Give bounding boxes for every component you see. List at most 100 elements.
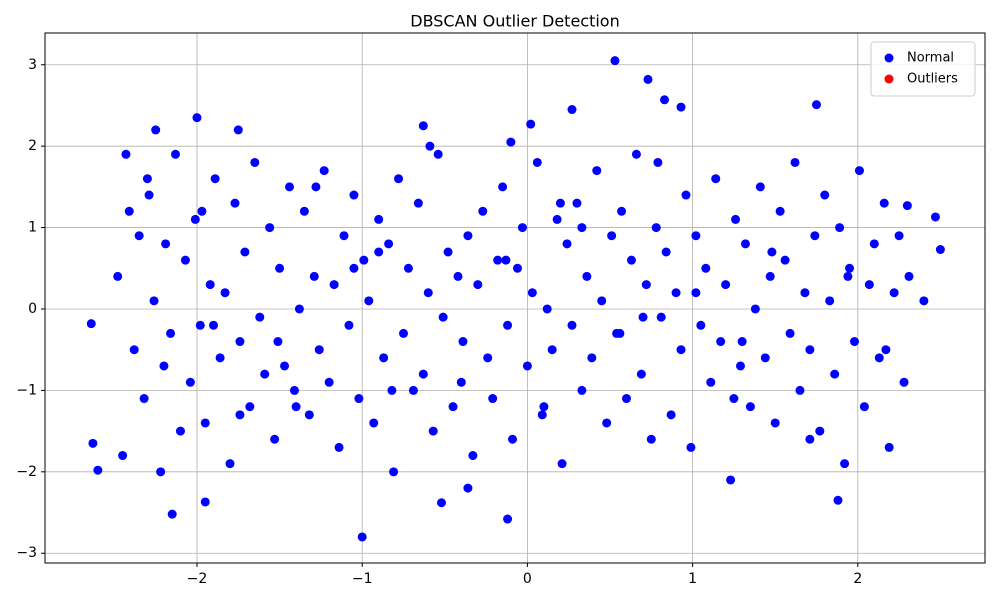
point	[547, 345, 557, 355]
point	[765, 271, 775, 281]
point	[810, 231, 820, 241]
point	[493, 255, 503, 265]
point	[210, 174, 220, 184]
point	[902, 201, 912, 211]
point	[527, 288, 537, 298]
point	[220, 288, 230, 298]
point	[260, 369, 270, 379]
point	[567, 320, 577, 330]
point	[512, 263, 522, 273]
point	[661, 247, 671, 257]
y-tick-label: 3	[28, 57, 37, 73]
point	[904, 271, 914, 281]
point	[311, 182, 321, 192]
point	[587, 353, 597, 363]
legend-label: Outliers	[907, 72, 958, 87]
point	[501, 255, 511, 265]
point	[423, 288, 433, 298]
legend-marker	[884, 74, 894, 84]
point	[180, 255, 190, 265]
point	[676, 102, 686, 112]
point	[567, 105, 577, 115]
point	[864, 280, 874, 290]
point	[334, 442, 344, 452]
point	[478, 206, 488, 216]
point	[413, 198, 423, 208]
point	[537, 410, 547, 420]
point	[354, 394, 364, 404]
point	[767, 247, 777, 257]
point	[881, 345, 891, 355]
point	[869, 239, 879, 249]
point	[835, 223, 845, 233]
legend-label: Normal	[907, 51, 954, 66]
point	[374, 214, 384, 224]
point	[225, 459, 235, 469]
point	[215, 353, 225, 363]
point	[314, 345, 324, 355]
point	[552, 214, 562, 224]
point	[394, 174, 404, 184]
point	[815, 426, 825, 436]
point	[775, 206, 785, 216]
x-tick-label: 0	[523, 571, 532, 587]
point	[280, 361, 290, 371]
point	[681, 190, 691, 200]
point	[294, 304, 304, 314]
x-tick-label: 1	[688, 571, 697, 587]
point	[790, 157, 800, 167]
point	[691, 288, 701, 298]
point	[833, 495, 843, 505]
y-tick-label: 2	[28, 138, 37, 154]
point	[498, 182, 508, 192]
point	[577, 223, 587, 233]
point	[190, 214, 200, 224]
point	[171, 149, 181, 159]
point	[129, 345, 139, 355]
point	[701, 263, 711, 273]
point	[696, 320, 706, 330]
point	[660, 95, 670, 105]
point	[425, 141, 435, 151]
plot-frame	[44, 32, 986, 564]
point	[364, 296, 374, 306]
point	[517, 223, 527, 233]
point	[398, 328, 408, 338]
point	[686, 442, 696, 452]
point	[339, 231, 349, 241]
point	[899, 377, 909, 387]
point	[448, 402, 458, 412]
point	[387, 385, 397, 395]
point	[626, 255, 636, 265]
point	[456, 377, 466, 387]
point	[557, 459, 567, 469]
point	[845, 263, 855, 273]
point	[889, 288, 899, 298]
point	[711, 174, 721, 184]
point	[195, 320, 205, 330]
y-tick-label: −3	[16, 545, 37, 561]
point	[468, 451, 478, 461]
point	[930, 212, 940, 222]
point	[299, 206, 309, 216]
point	[646, 434, 656, 444]
point	[859, 402, 869, 412]
point	[729, 394, 739, 404]
point	[139, 394, 149, 404]
y-tick-label: 1	[28, 220, 37, 236]
point	[418, 121, 428, 131]
point	[473, 280, 483, 290]
point	[167, 509, 177, 519]
point	[438, 312, 448, 322]
x-tick-label: −2	[187, 571, 208, 587]
point	[919, 296, 929, 306]
point	[275, 263, 285, 273]
point	[615, 328, 625, 338]
point	[233, 125, 243, 135]
point	[121, 149, 131, 159]
point	[270, 434, 280, 444]
point	[811, 100, 821, 110]
point	[408, 385, 418, 395]
point	[610, 56, 620, 66]
point	[651, 223, 661, 233]
